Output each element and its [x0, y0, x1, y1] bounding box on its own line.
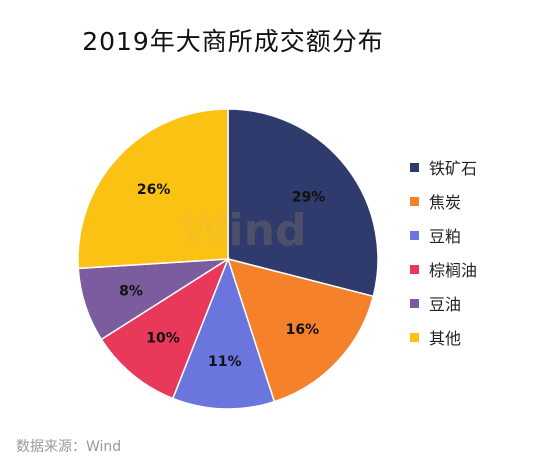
legend-item: 豆粕	[410, 218, 477, 252]
legend-item: 棕榈油	[410, 252, 477, 286]
legend-swatch	[410, 264, 419, 274]
slice-data-label: 11%	[208, 354, 242, 370]
legend-label: 豆油	[429, 295, 462, 314]
legend-swatch	[410, 230, 419, 240]
legend-item: 豆油	[410, 286, 477, 320]
legend-label: 其他	[429, 329, 462, 348]
legend-item: 焦炭	[410, 184, 477, 218]
pie-slices	[77, 108, 379, 410]
slice-data-label: 16%	[286, 322, 320, 338]
source-note: 数据来源：Wind	[16, 439, 122, 455]
legend-swatch	[410, 162, 419, 172]
pie-slice	[171, 256, 276, 410]
pie-slice-labels: 29% 16% 11% 10% 8% 26%	[119, 182, 325, 370]
slice-data-label: 29%	[292, 189, 326, 205]
watermark: Wind	[180, 205, 307, 256]
legend: 铁矿石焦炭豆粕棕榈油豆油其他	[410, 150, 477, 354]
legend-label: 豆粕	[429, 227, 462, 246]
slice-data-label: 10%	[146, 331, 180, 347]
pie-slice	[226, 257, 375, 403]
pie-slice	[77, 108, 229, 270]
legend-item: 铁矿石	[410, 150, 477, 184]
slice-data-label: 26%	[137, 182, 171, 198]
legend-label: 棕榈油	[429, 261, 478, 280]
chart-title: 2019年大商所成交额分布	[82, 27, 384, 56]
pie-slice	[100, 257, 230, 400]
slice-data-label: 8%	[119, 284, 143, 300]
legend-swatch	[410, 332, 419, 342]
legend-label: 焦炭	[429, 193, 462, 212]
legend-item: 其他	[410, 320, 477, 354]
pie-slice	[227, 108, 379, 298]
legend-swatch	[410, 298, 419, 308]
legend-label: 铁矿石	[429, 159, 478, 178]
legend-swatch	[410, 196, 419, 206]
